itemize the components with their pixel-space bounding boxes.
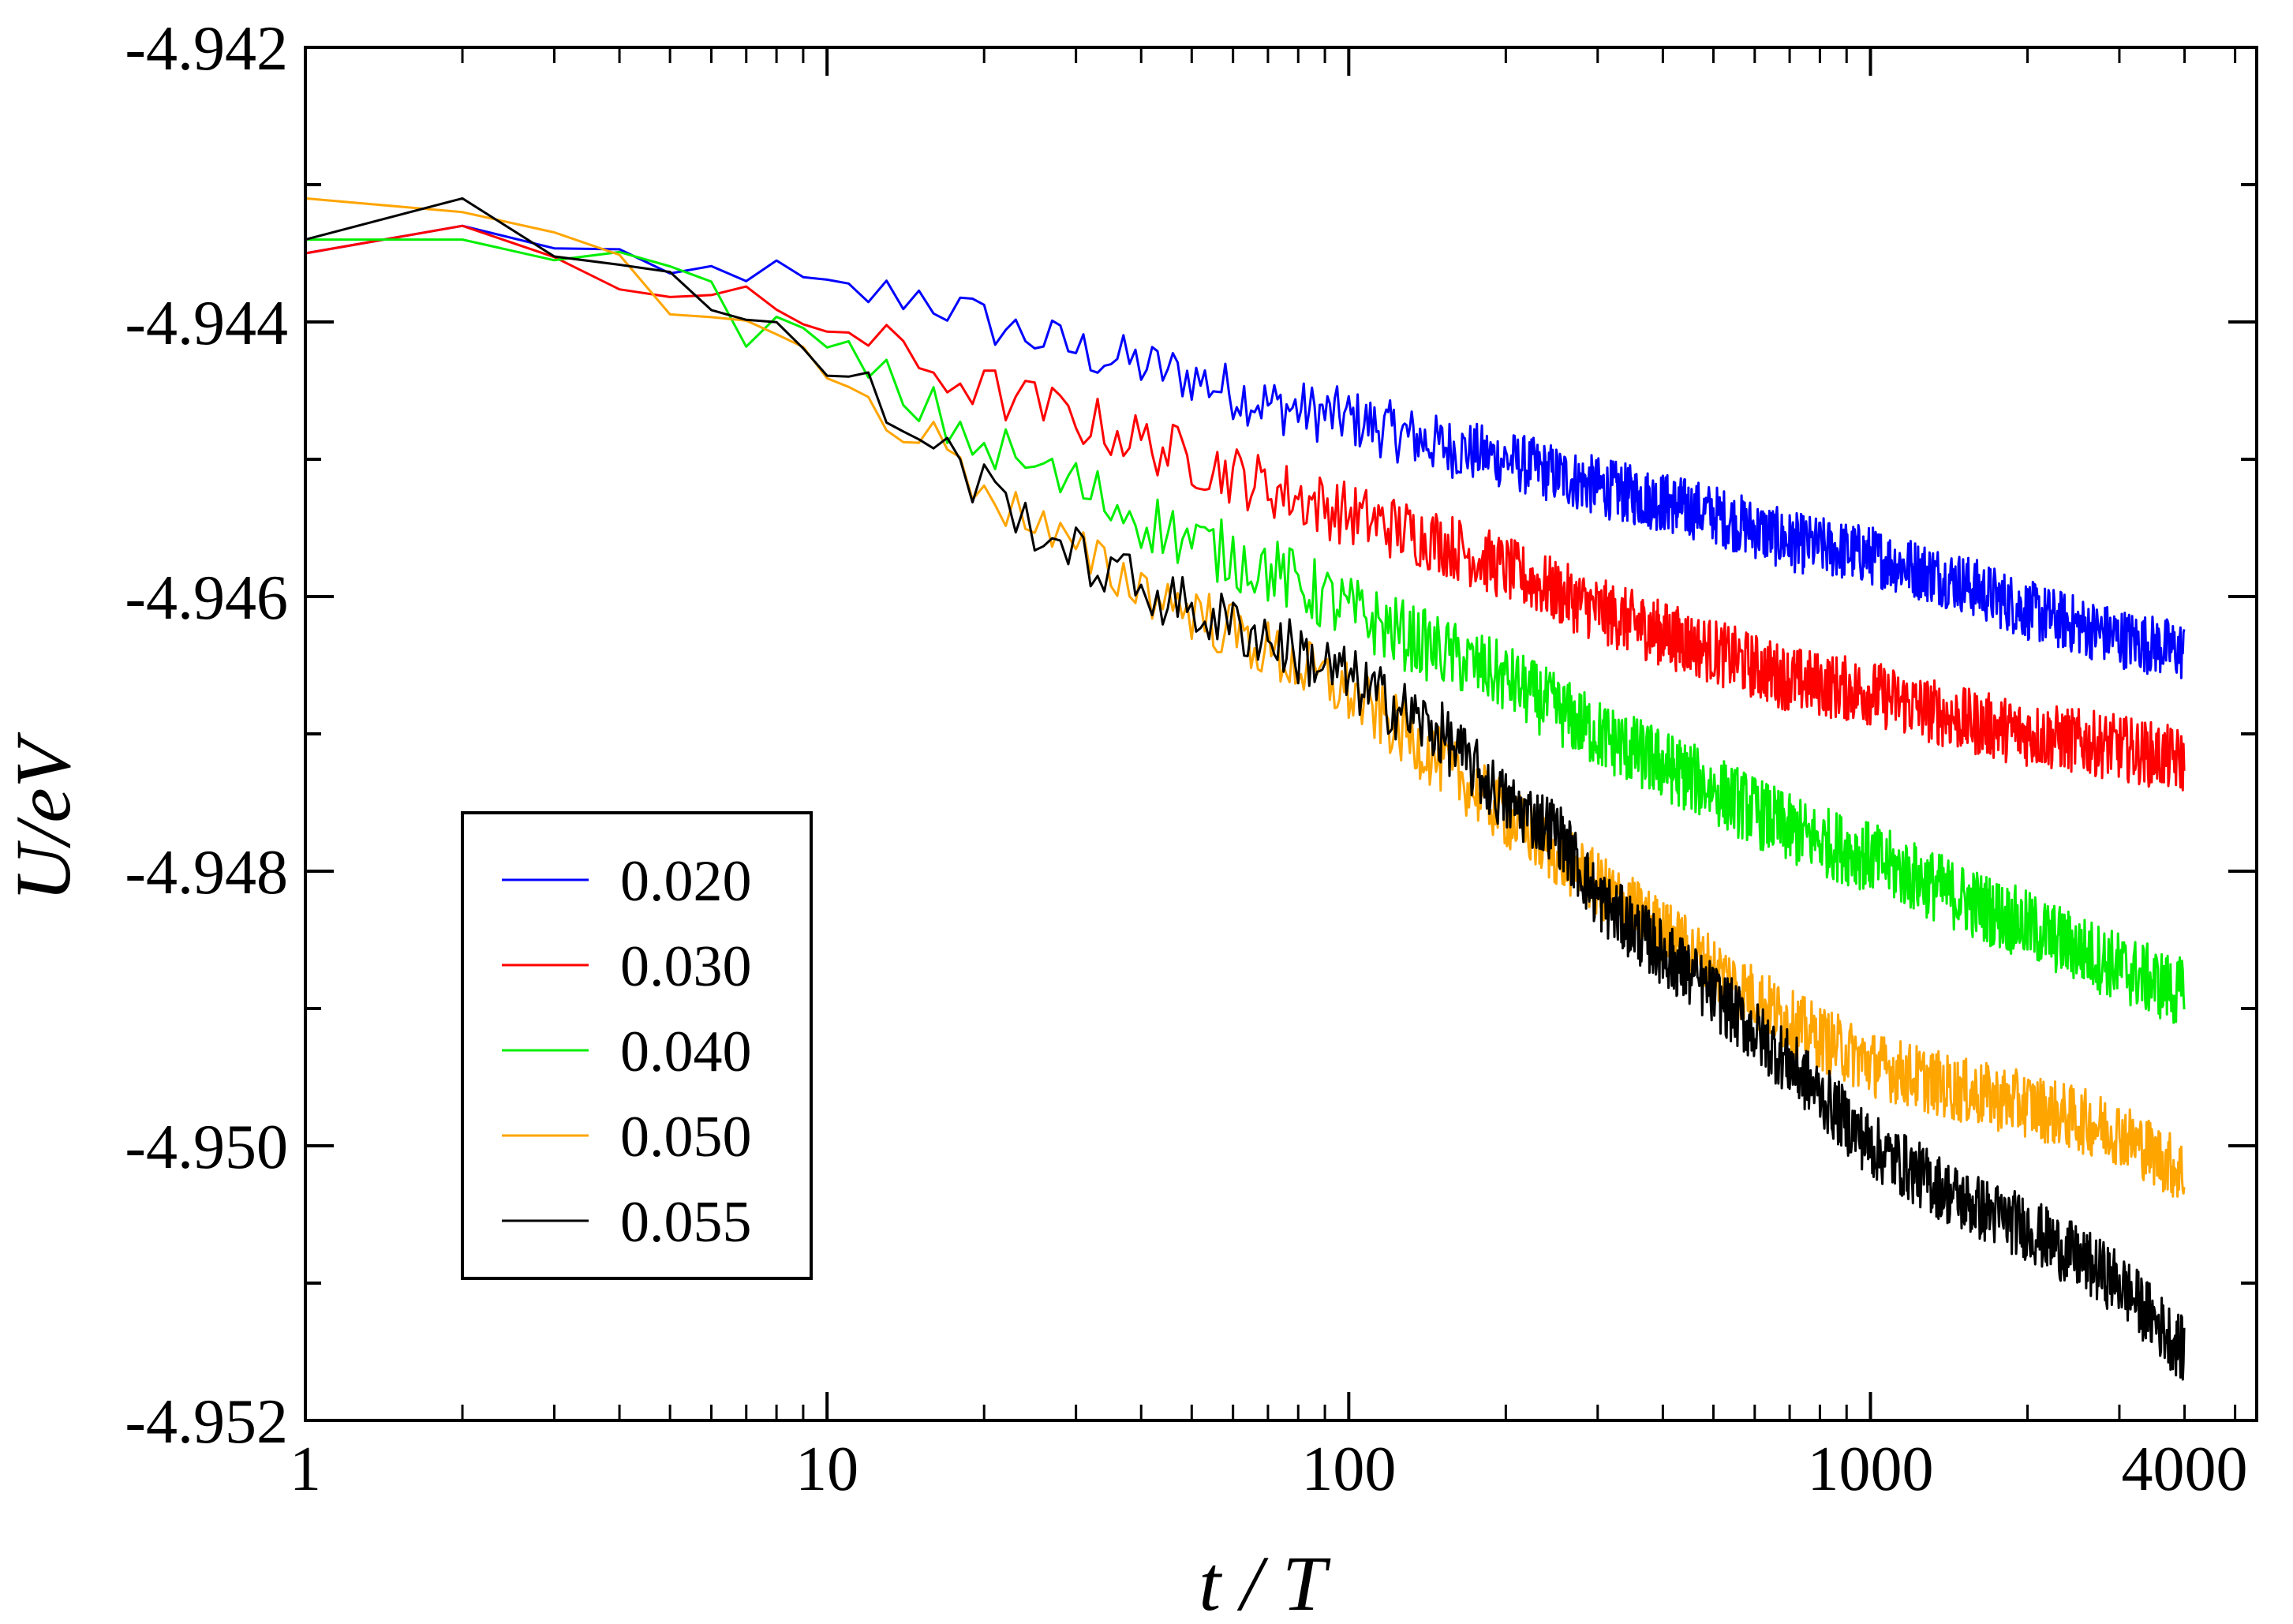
- x-axis-title: t / T: [1199, 1540, 1331, 1624]
- x-tick-label: 10: [795, 1435, 858, 1504]
- x-tick-label: 1000: [1807, 1435, 1933, 1504]
- legend-label: 0.040: [620, 1020, 752, 1084]
- series-line-0.020: [305, 224, 2186, 679]
- y-tick-label: -4.948: [125, 838, 288, 907]
- y-axis-title: U/eV: [0, 732, 87, 901]
- y-tick-label: -4.942: [125, 14, 288, 84]
- y-tick-labels: -4.952 -4.950 -4.948 -4.946 -4.944 -4.942: [125, 14, 288, 1457]
- y-tick-label: -4.950: [125, 1113, 288, 1182]
- series-layer: [305, 196, 2186, 1381]
- series-line-0.055: [305, 196, 2186, 1381]
- legend: 0.020 0.030 0.040 0.050 0.055: [461, 811, 813, 1280]
- legend-box: [461, 811, 813, 1280]
- x-tick-label: 1: [290, 1435, 321, 1504]
- x-tick-label: 100: [1301, 1435, 1396, 1504]
- y-tick-label: -4.946: [125, 563, 288, 633]
- y-tick-label: -4.944: [125, 289, 288, 358]
- legend-label: 0.020: [620, 849, 752, 914]
- axis-ticks: [304, 46, 2257, 1422]
- x-tick-labels: 1 10 100 1000 4000: [290, 1435, 2248, 1504]
- x-tick-label: 4000: [2122, 1435, 2248, 1504]
- legend-label: 0.030: [620, 934, 752, 999]
- series-line-0.030: [305, 224, 2186, 791]
- y-tick-label: -4.952: [125, 1387, 288, 1457]
- series-line-0.040: [305, 238, 2186, 1024]
- legend-label: 0.050: [620, 1105, 752, 1169]
- legend-label: 0.055: [620, 1190, 752, 1255]
